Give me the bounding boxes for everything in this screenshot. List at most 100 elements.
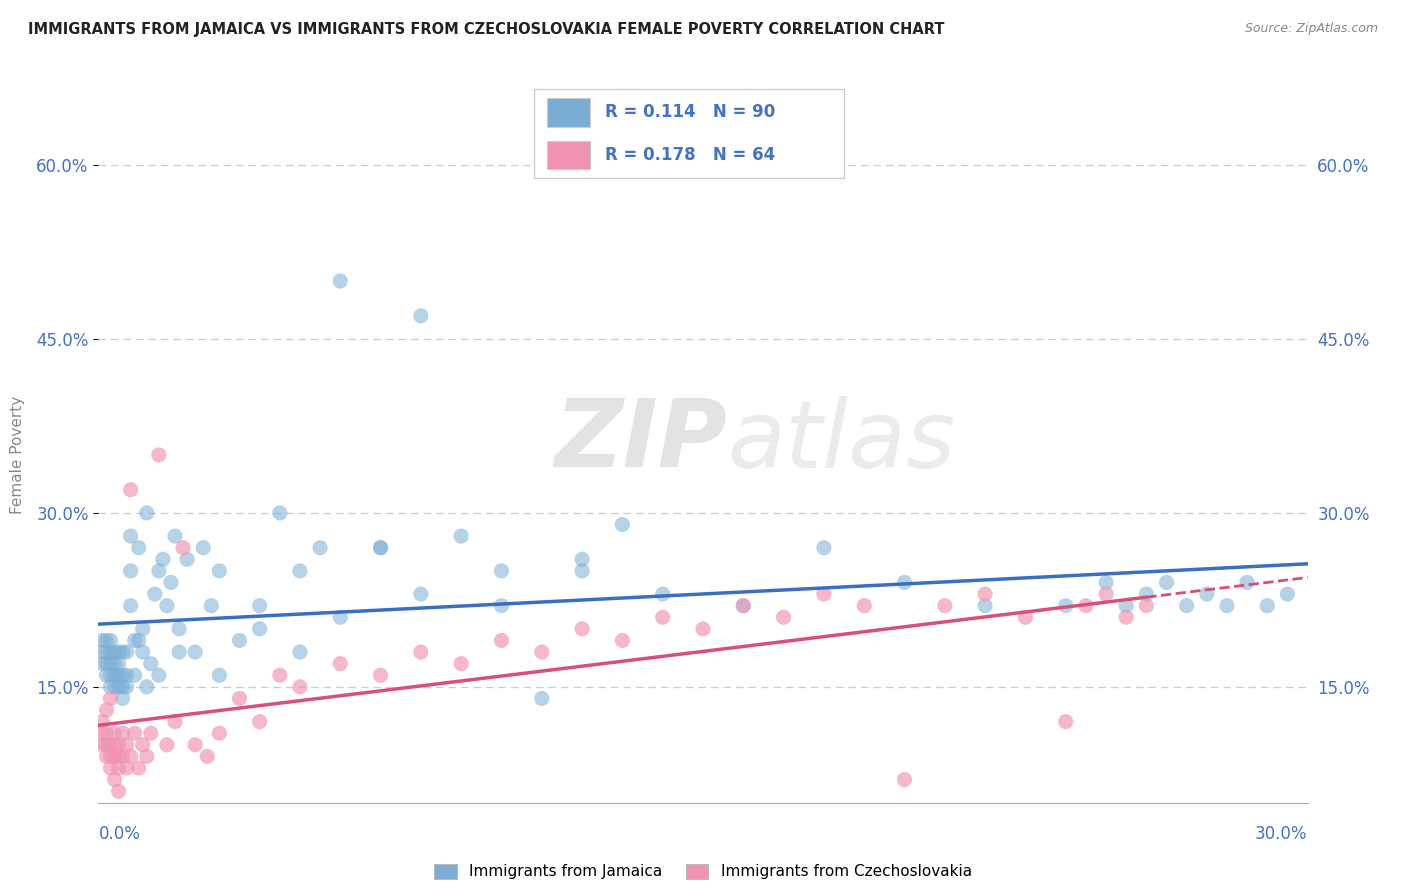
Point	[974, 599, 997, 613]
Point	[612, 517, 634, 532]
Point	[269, 668, 291, 682]
Point	[107, 645, 129, 659]
Point	[96, 726, 118, 740]
Point	[103, 726, 125, 740]
Point	[111, 749, 134, 764]
Point	[974, 587, 997, 601]
Point	[571, 552, 593, 566]
Point	[148, 668, 170, 682]
Point	[370, 668, 392, 682]
Point	[100, 668, 122, 682]
Point	[124, 633, 146, 648]
Point	[107, 761, 129, 775]
Point	[120, 749, 142, 764]
Point	[813, 587, 835, 601]
Point	[450, 529, 472, 543]
Point	[96, 738, 118, 752]
Point	[692, 622, 714, 636]
Point	[139, 657, 162, 671]
Point	[96, 703, 118, 717]
Point	[1074, 599, 1097, 613]
FancyBboxPatch shape	[534, 89, 844, 178]
Point	[200, 599, 222, 613]
Point	[167, 622, 190, 636]
Point	[115, 738, 138, 752]
Point	[208, 668, 231, 682]
Point	[91, 633, 114, 648]
Point	[135, 749, 157, 764]
Point	[96, 645, 118, 659]
Point	[1054, 714, 1077, 729]
Point	[571, 622, 593, 636]
Point	[1115, 599, 1137, 613]
Point	[107, 680, 129, 694]
Point	[491, 564, 513, 578]
Point	[249, 622, 271, 636]
Point	[115, 645, 138, 659]
Point	[450, 657, 472, 671]
Point	[1135, 599, 1157, 613]
Point	[96, 633, 118, 648]
Point	[1135, 587, 1157, 601]
Point	[288, 564, 311, 578]
Point	[103, 749, 125, 764]
Point	[100, 749, 122, 764]
Point	[91, 714, 114, 729]
Point	[651, 587, 673, 601]
Point	[148, 564, 170, 578]
Point	[91, 645, 114, 659]
Point	[107, 738, 129, 752]
Point	[124, 726, 146, 740]
Point	[772, 610, 794, 624]
Point	[1277, 587, 1299, 601]
Point	[329, 657, 352, 671]
Point	[156, 599, 179, 613]
Point	[100, 680, 122, 694]
Point	[733, 599, 755, 613]
Point	[1156, 575, 1178, 590]
Point	[100, 633, 122, 648]
Y-axis label: Female Poverty: Female Poverty	[10, 396, 25, 514]
Text: atlas: atlas	[727, 395, 956, 486]
Point	[120, 529, 142, 543]
Point	[176, 552, 198, 566]
Point	[269, 506, 291, 520]
Point	[1216, 599, 1239, 613]
Point	[193, 541, 215, 555]
Text: Source: ZipAtlas.com: Source: ZipAtlas.com	[1244, 22, 1378, 36]
Point	[143, 587, 166, 601]
Point	[120, 483, 142, 497]
Point	[103, 680, 125, 694]
Point	[1095, 587, 1118, 601]
FancyBboxPatch shape	[547, 141, 591, 169]
Point	[491, 633, 513, 648]
Point	[91, 726, 114, 740]
Point	[107, 657, 129, 671]
Point	[1256, 599, 1278, 613]
Point	[96, 657, 118, 671]
Text: 30.0%: 30.0%	[1256, 825, 1308, 843]
Point	[208, 726, 231, 740]
Point	[288, 645, 311, 659]
Point	[139, 726, 162, 740]
Point	[208, 564, 231, 578]
Point	[156, 738, 179, 752]
Point	[853, 599, 876, 613]
Point	[813, 541, 835, 555]
Point	[103, 772, 125, 787]
Point	[132, 645, 155, 659]
Point	[132, 622, 155, 636]
Point	[167, 645, 190, 659]
Point	[91, 657, 114, 671]
Point	[172, 541, 194, 555]
Point	[103, 668, 125, 682]
Point	[111, 691, 134, 706]
Point	[120, 599, 142, 613]
FancyBboxPatch shape	[547, 98, 591, 127]
Point	[370, 541, 392, 555]
Point	[103, 657, 125, 671]
Point	[893, 575, 915, 590]
Point	[152, 552, 174, 566]
Point	[135, 680, 157, 694]
Point	[100, 691, 122, 706]
